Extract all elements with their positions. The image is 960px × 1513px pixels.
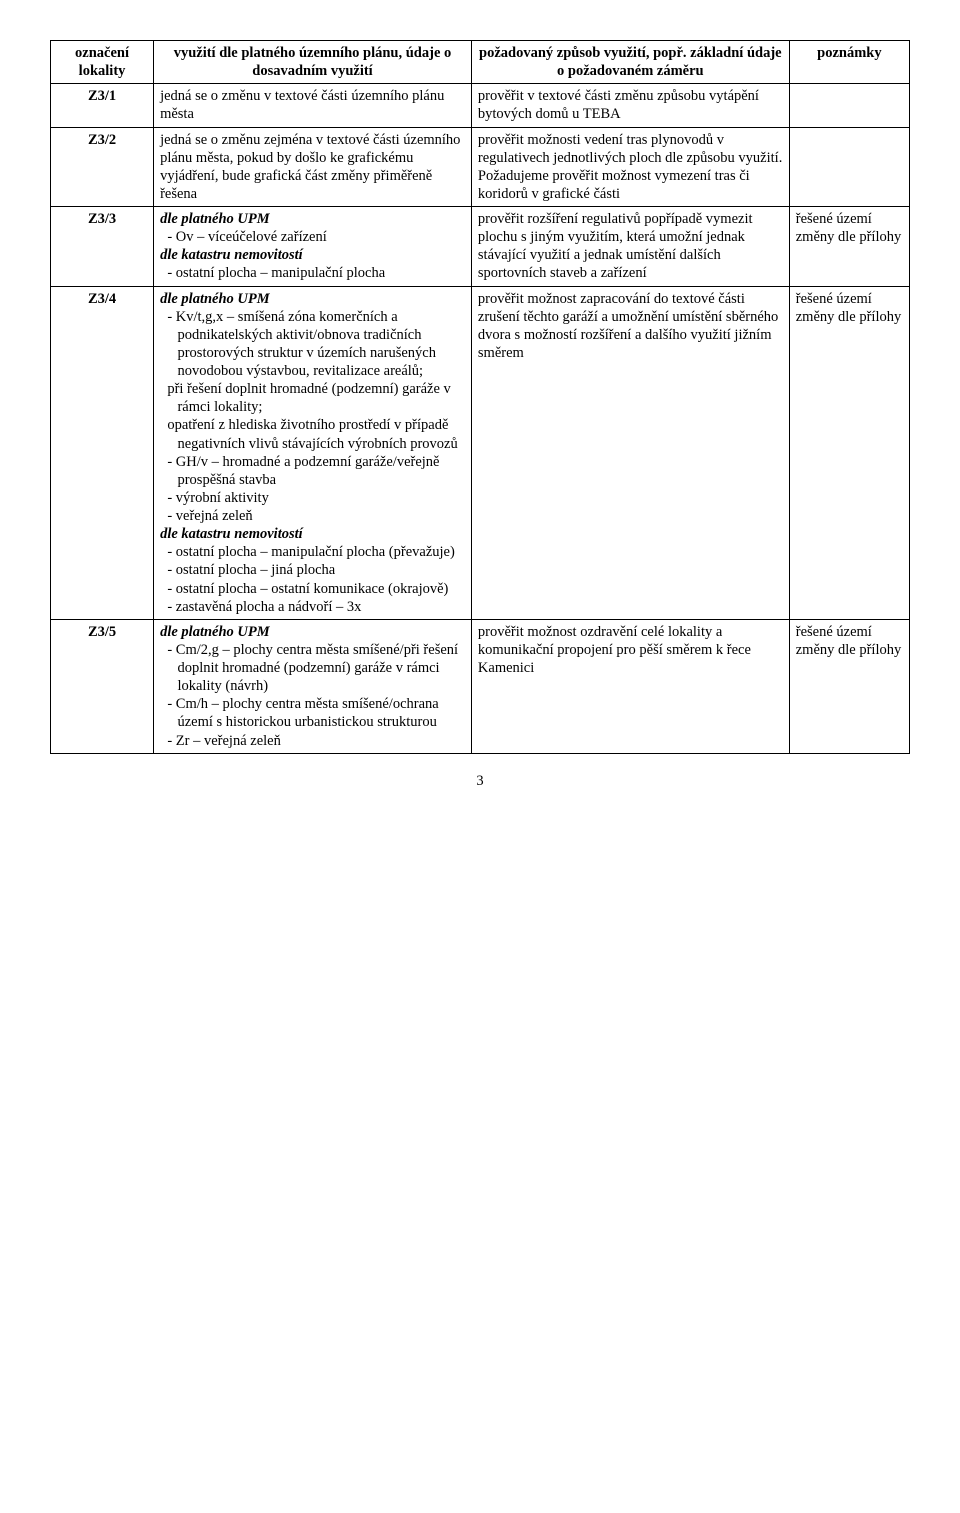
use-line: - Zr – veřejná zeleň: [160, 732, 465, 750]
notes-cell: [789, 84, 909, 127]
use-line: - Cm/2,g – plochy centra města smíšené/p…: [160, 641, 465, 695]
header-row: označení lokality využití dle platného ú…: [51, 41, 910, 84]
requested-use-cell: prověřit možnost ozdravění celé lokality…: [471, 619, 789, 753]
requested-use-cell: prověřit rozšíření regulativů popřípadě …: [471, 207, 789, 287]
header-col2: využití dle platného územního plánu, úda…: [154, 41, 472, 84]
use-line: při řešení doplnit hromadné (podzemní) g…: [160, 380, 465, 416]
use-heading: dle platného UPM: [160, 623, 465, 641]
current-use-cell: jedná se o změnu v textové části územníh…: [154, 84, 472, 127]
use-heading: dle katastru nemovitostí: [160, 525, 465, 543]
requested-use-cell: prověřit možnost zapracování do textové …: [471, 286, 789, 619]
notes-cell: řešené území změny dle přílohy: [789, 286, 909, 619]
locality-label: Z3/3: [51, 207, 154, 287]
use-heading: dle platného UPM: [160, 210, 465, 228]
table-row: Z3/2jedná se o změnu zejména v textové č…: [51, 127, 910, 207]
locality-table: označení lokality využití dle platného ú…: [50, 40, 910, 754]
use-line: - zastavěná plocha a nádvoří – 3x: [160, 598, 465, 616]
use-line: - ostatní plocha – manipulační plocha (p…: [160, 543, 465, 561]
current-use-cell: dle platného UPM- Ov – víceúčelové zaříz…: [154, 207, 472, 287]
use-heading: dle katastru nemovitostí: [160, 246, 465, 264]
locality-label: Z3/4: [51, 286, 154, 619]
notes-cell: řešené území změny dle přílohy: [789, 207, 909, 287]
locality-label: Z3/1: [51, 84, 154, 127]
table-row: Z3/5dle platného UPM- Cm/2,g – plochy ce…: [51, 619, 910, 753]
use-line: - ostatní plocha – jiná plocha: [160, 561, 465, 579]
notes-cell: řešené území změny dle přílohy: [789, 619, 909, 753]
table-row: Z3/1jedná se o změnu v textové části úze…: [51, 84, 910, 127]
use-line: - výrobní aktivity: [160, 489, 465, 507]
use-line: - Ov – víceúčelové zařízení: [160, 228, 465, 246]
locality-label: Z3/2: [51, 127, 154, 207]
use-heading: dle platného UPM: [160, 290, 465, 308]
current-use-cell: jedná se o změnu zejména v textové části…: [154, 127, 472, 207]
use-line: - GH/v – hromadné a podzemní garáže/veře…: [160, 453, 465, 489]
use-title: jedná se o změnu v textové části územníh…: [160, 87, 465, 123]
use-line: - ostatní plocha – manipulační plocha: [160, 264, 465, 282]
use-line: - Cm/h – plochy centra města smíšené/och…: [160, 695, 465, 731]
header-col4: poznámky: [789, 41, 909, 84]
current-use-cell: dle platného UPM- Cm/2,g – plochy centra…: [154, 619, 472, 753]
table-row: Z3/3dle platného UPM- Ov – víceúčelové z…: [51, 207, 910, 287]
requested-use-cell: prověřit v textové části změnu způsobu v…: [471, 84, 789, 127]
requested-use-cell: prověřit možnosti vedení tras plynovodů …: [471, 127, 789, 207]
use-title: jedná se o změnu zejména v textové části…: [160, 131, 465, 204]
use-line: - veřejná zeleň: [160, 507, 465, 525]
notes-cell: [789, 127, 909, 207]
locality-label: Z3/5: [51, 619, 154, 753]
use-line: - ostatní plocha – ostatní komunikace (o…: [160, 580, 465, 598]
current-use-cell: dle platného UPM- Kv/t,g,x – smíšená zón…: [154, 286, 472, 619]
use-line: - Kv/t,g,x – smíšená zóna komerčních a p…: [160, 308, 465, 381]
use-line: opatření z hlediska životního prostředí …: [160, 416, 465, 452]
page-number: 3: [50, 772, 910, 790]
header-col3: požadovaný způsob využití, popř. základn…: [471, 41, 789, 84]
header-col1: označení lokality: [51, 41, 154, 84]
table-row: Z3/4dle platného UPM- Kv/t,g,x – smíšená…: [51, 286, 910, 619]
